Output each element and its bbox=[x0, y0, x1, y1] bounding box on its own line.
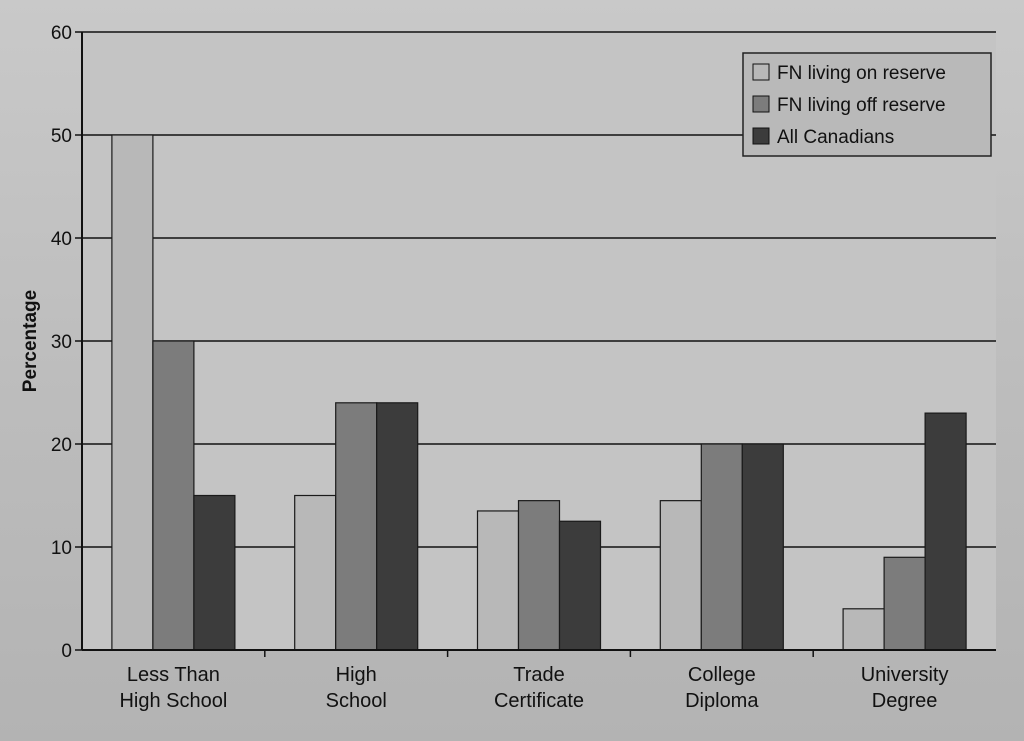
bars bbox=[111, 134, 967, 657]
bar bbox=[558, 520, 602, 651]
y-tick-label: 60 bbox=[51, 23, 72, 44]
x-tick-label: Degree bbox=[872, 690, 938, 712]
y-tick-label: 10 bbox=[51, 538, 72, 559]
x-tick-label: Certificate bbox=[494, 690, 584, 712]
bar bbox=[111, 134, 154, 651]
x-tick-label: College bbox=[688, 664, 756, 686]
bar bbox=[193, 494, 236, 651]
bar bbox=[741, 443, 784, 651]
bar bbox=[294, 494, 337, 651]
legend: FN living on reserve FN living off reserv… bbox=[742, 52, 992, 157]
legend-label: FN living off reserve bbox=[777, 95, 946, 116]
legend-swatch bbox=[752, 127, 770, 145]
x-tick-label: Less Than bbox=[127, 664, 220, 686]
bar bbox=[376, 402, 419, 651]
y-tick-label: 50 bbox=[51, 126, 72, 147]
y-tick-labels: 0 10 20 30 40 50 60 bbox=[51, 23, 82, 662]
x-tick-label: High School bbox=[119, 690, 227, 712]
bar bbox=[152, 340, 195, 651]
y-tick-label: 20 bbox=[51, 435, 72, 456]
legend-box bbox=[742, 52, 992, 157]
bar bbox=[517, 500, 561, 651]
y-tick-label: 40 bbox=[51, 229, 72, 250]
legend-label: All Canadians bbox=[777, 127, 894, 148]
x-tick-labels: Less Than High School High School Trade Certi… bbox=[119, 664, 948, 712]
y-tick-label: 0 bbox=[61, 641, 72, 662]
y-tick-label: 30 bbox=[51, 332, 72, 353]
bar bbox=[924, 412, 967, 651]
bar bbox=[842, 608, 885, 651]
legend-swatch bbox=[752, 63, 770, 81]
x-tick-label: Diploma bbox=[685, 690, 759, 712]
x-tick-label: School bbox=[326, 690, 387, 712]
x-tick-label: University bbox=[861, 664, 949, 686]
legend-swatch bbox=[752, 95, 770, 113]
x-tick-label: High bbox=[336, 664, 377, 686]
x-tick-label: Trade bbox=[513, 664, 565, 686]
bar bbox=[700, 443, 743, 651]
bar bbox=[476, 510, 520, 651]
bar bbox=[659, 500, 702, 651]
legend-label: FN living on reserve bbox=[777, 63, 946, 84]
bar bbox=[883, 556, 926, 651]
y-axis-label: Percentage bbox=[20, 290, 41, 392]
bar bbox=[335, 402, 378, 651]
